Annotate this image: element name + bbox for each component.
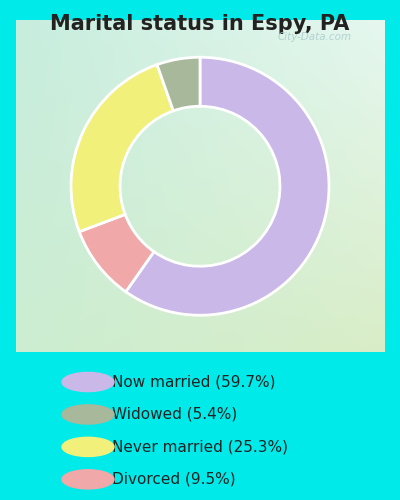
Wedge shape <box>157 57 200 111</box>
Circle shape <box>62 405 114 424</box>
Text: Now married (59.7%): Now married (59.7%) <box>112 374 276 390</box>
Circle shape <box>62 438 114 456</box>
Text: City-Data.com: City-Data.com <box>278 32 352 42</box>
Circle shape <box>62 470 114 489</box>
Circle shape <box>62 372 114 392</box>
Wedge shape <box>71 64 173 232</box>
Wedge shape <box>126 57 329 315</box>
Wedge shape <box>79 214 154 292</box>
Text: Marital status in Espy, PA: Marital status in Espy, PA <box>50 14 350 34</box>
Text: Never married (25.3%): Never married (25.3%) <box>112 440 288 454</box>
Text: Divorced (9.5%): Divorced (9.5%) <box>112 472 236 487</box>
Text: Widowed (5.4%): Widowed (5.4%) <box>112 407 237 422</box>
